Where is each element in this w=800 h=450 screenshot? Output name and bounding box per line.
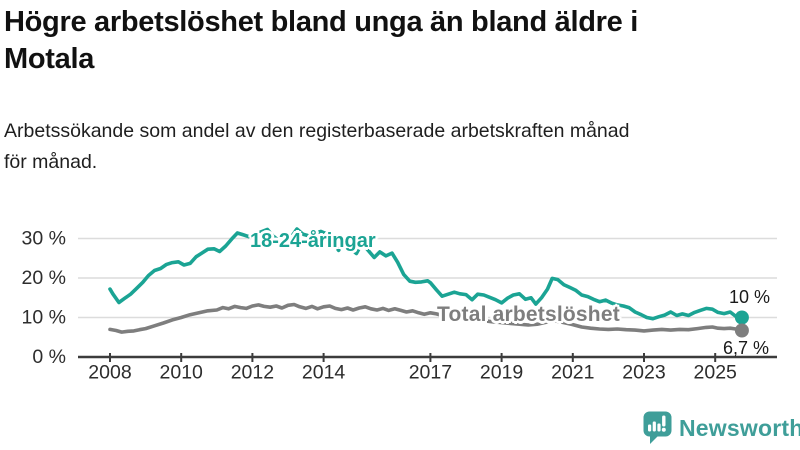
y-tick-label: 0 % (32, 346, 66, 368)
subtitle-line-2: för månad. (4, 151, 98, 173)
gridlines-and-y-tick-labels: 0 % 10 % 20 % 30 % (22, 228, 777, 368)
series-label-youth: 18-24-åringar (250, 230, 376, 252)
chart-subtitle: Arbetssökande som andel av den registerb… (4, 116, 796, 178)
series-end-dot-total (734, 323, 749, 338)
y-tick-label: 10 % (22, 307, 66, 329)
x-tick-label: 2012 (231, 362, 274, 384)
x-tick-label: 2014 (302, 362, 346, 384)
end-value-label-total: 6,7 % (722, 338, 769, 358)
newsworthy-chart-bubble-icon (643, 411, 672, 444)
y-tick-label: 20 % (22, 267, 66, 289)
x-tick-label: 2010 (160, 362, 204, 384)
x-tick-label: 2021 (551, 362, 594, 384)
title-line-2: Motala (4, 43, 95, 75)
page-title: Högre arbetslöshet bland unga än bland ä… (4, 4, 796, 78)
subtitle-line-1: Arbetssökande som andel av den registerb… (4, 120, 630, 142)
title-line-1: Högre arbetslöshet bland unga än bland ä… (4, 6, 638, 38)
series-label-total: Total arbetslöshet (437, 303, 620, 326)
x-tick-label: 2019 (480, 362, 523, 384)
end-value-label-youth: 10 % (728, 287, 770, 307)
x-tick-label: 2017 (409, 362, 452, 384)
newsworthy-logo: Newsworthy (643, 409, 800, 447)
x-tick-label: 2025 (694, 362, 738, 384)
series-lines (108, 227, 749, 338)
series-end-dot-youth (734, 310, 749, 325)
y-tick-label: 30 % (22, 228, 66, 250)
series-line-total (108, 302, 744, 334)
newsworthy-brand-text: Newsworthy (679, 414, 800, 441)
x-axis-and-ticks: 2008 2010 2012 2014 2017 2019 2021 2023 2025 (78, 353, 777, 384)
series-line-youth (108, 227, 744, 321)
x-tick-label: 2023 (622, 362, 665, 384)
x-tick-label: 2008 (88, 362, 131, 384)
